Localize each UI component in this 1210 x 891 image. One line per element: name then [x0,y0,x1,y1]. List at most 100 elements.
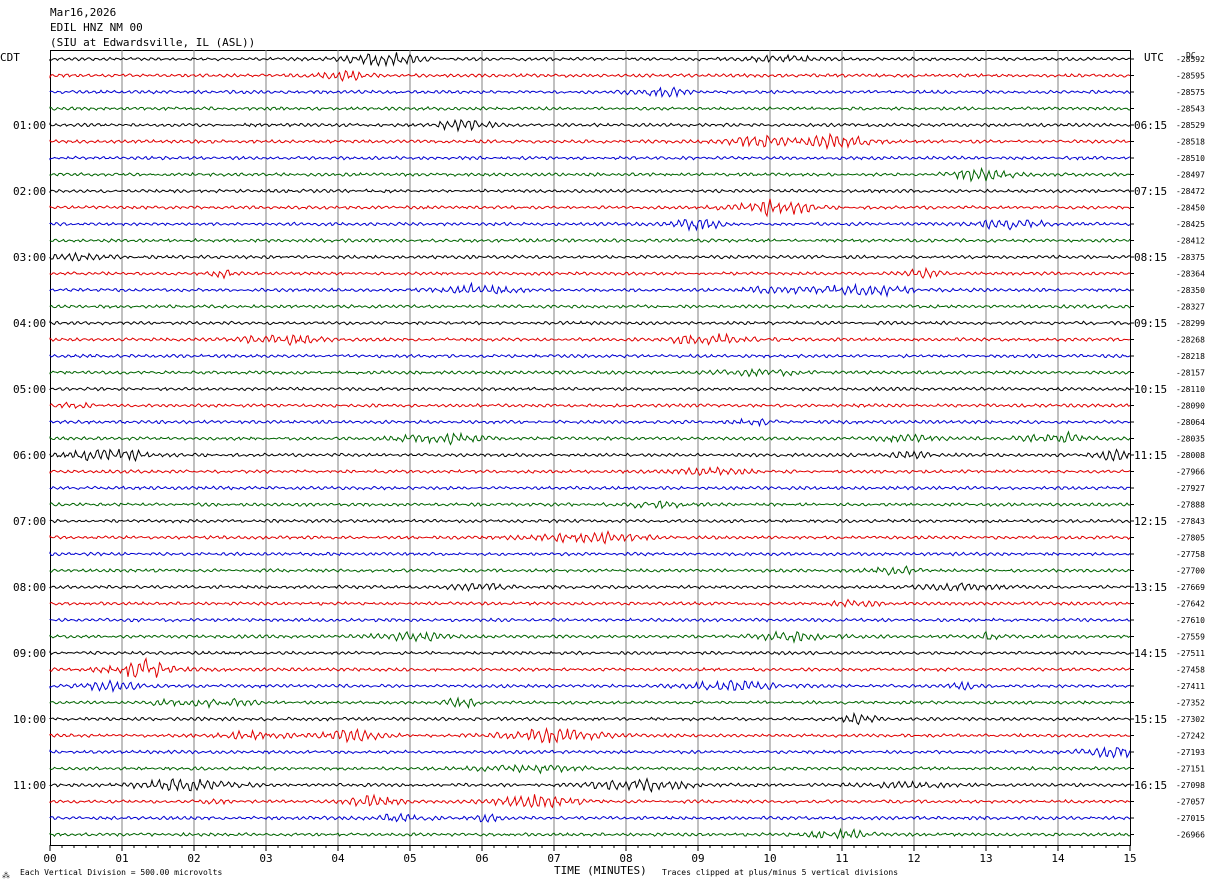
trace-14 [49,266,1131,280]
dc-offset-value: -27098 [1176,781,1205,790]
trace-40 [49,696,1131,709]
trace-35 [49,617,1131,623]
dc-offset-value: -27458 [1176,666,1205,675]
trace-45 [49,777,1131,793]
dc-label: DC [1186,51,1196,60]
dc-offset-value: -26966 [1176,831,1205,840]
trace-48 [49,827,1131,840]
trace-29 [49,518,1131,524]
trace-3 [49,86,1131,99]
trace-2 [49,69,1131,82]
x-axis-ticks: 00 01 02 03 04 05 06 07 08 09 10 11 12 13 14 15 [43,845,1137,865]
trace-13 [49,251,1131,262]
dc-offset-value: -28543 [1176,105,1205,114]
dc-offset-value: -27700 [1176,567,1205,576]
dc-offset-value: -28510 [1176,154,1205,163]
trace-30 [49,530,1131,545]
dc-offset-value: -28595 [1176,72,1205,81]
x-tick-label: 03 [259,852,272,865]
x-tick-label: 06 [475,852,488,865]
dc-offset-value: -27758 [1176,550,1205,559]
trace-22 [49,401,1131,410]
trace-38 [49,657,1131,678]
utc-hour-label: 11:15 [1134,449,1167,462]
trace-group [49,52,1131,840]
trace-16 [49,303,1131,309]
corner-mark: ⁂ [2,871,10,880]
dc-offset-value: -28110 [1176,385,1205,394]
trace-11 [49,218,1131,232]
utc-hour-label: 14:15 [1134,647,1167,660]
cdt-hour-label: 10:00 [13,713,46,726]
trace-24 [49,430,1131,446]
dc-offset-value: -27193 [1176,748,1205,757]
trace-42 [49,726,1131,744]
clip-note: Traces clipped at plus/minus 5 vertical … [662,868,898,877]
dc-offset-value: -27610 [1176,616,1205,625]
utc-hour-label: 16:15 [1134,779,1167,792]
x-tick-label: 08 [619,852,632,865]
dc-offset-value: -28090 [1176,402,1205,411]
dc-offset-value: -28425 [1176,220,1205,229]
dc-offset-value: -27669 [1176,583,1205,592]
x-tick-label: 07 [547,852,560,865]
trace-12 [49,237,1131,243]
cdt-hour-label: 08:00 [13,581,46,594]
dc-offset-value: -28218 [1176,352,1205,361]
cdt-hour-label: 07:00 [13,515,46,528]
trace-15 [49,281,1131,298]
cdt-hour-label: 01:00 [13,119,46,132]
dc-offset-value: -27511 [1176,649,1205,658]
trace-33 [49,582,1131,593]
trace-5 [49,118,1131,133]
dc-offset-value: -28157 [1176,369,1205,378]
dc-offset-value: -28008 [1176,451,1205,460]
dc-offset-value: -28268 [1176,336,1205,345]
x-tick-label: 11 [835,852,848,865]
trace-8 [49,166,1131,183]
cdt-hour-label: 06:00 [13,449,46,462]
utc-hour-label: 07:15 [1134,185,1167,198]
trace-32 [49,565,1131,576]
x-tick-label: 05 [403,852,416,865]
x-tick-label: 09 [691,852,704,865]
dc-offset-value: -28350 [1176,286,1205,295]
utc-hour-label: 06:15 [1134,119,1167,132]
cdt-hour-label: 02:00 [13,185,46,198]
dc-offset-value: -28472 [1176,187,1205,196]
time-gridlines [121,50,1059,845]
trace-44 [49,763,1131,775]
header-station: EDIL HNZ NM 00 [50,21,143,34]
cdt-hour-label: 09:00 [13,647,46,660]
dc-offset-value: -28518 [1176,138,1205,147]
trace-6 [49,132,1131,151]
right-timezone-label: UTC [1144,51,1164,64]
x-tick-label: 14 [1051,852,1065,865]
trace-17 [49,320,1131,326]
x-axis-label: TIME (MINUTES) [554,864,647,877]
x-tick-label: 00 [43,852,56,865]
trace-26 [49,466,1131,477]
dc-offset-value: -28035 [1176,435,1205,444]
cdt-hour-label: 04:00 [13,317,46,330]
dc-offset-value: -28497 [1176,171,1205,180]
trace-43 [49,746,1131,759]
trace-23 [49,417,1131,428]
trace-28 [49,500,1131,510]
trace-27 [49,485,1131,491]
cdt-hour-label: 05:00 [13,383,46,396]
trace-39 [49,679,1131,693]
cdt-hour-labels: 01:00 02:00 03:00 04:00 05:00 06:00 07:00 08:00… [13,119,46,792]
dc-offset-value: -27927 [1176,484,1205,493]
dc-offset-value: -27805 [1176,534,1205,543]
x-tick-label: 13 [979,852,992,865]
dc-offset-value: -27057 [1176,798,1205,807]
utc-hour-label: 12:15 [1134,515,1167,528]
x-tick-label: 10 [763,852,776,865]
scale-note: Each Vertical Division = 500.00 microvol… [20,868,222,877]
trace-9 [49,188,1131,194]
utc-hour-label: 15:15 [1134,713,1167,726]
trace-20 [49,367,1131,378]
dc-offset-value: -27352 [1176,699,1205,708]
